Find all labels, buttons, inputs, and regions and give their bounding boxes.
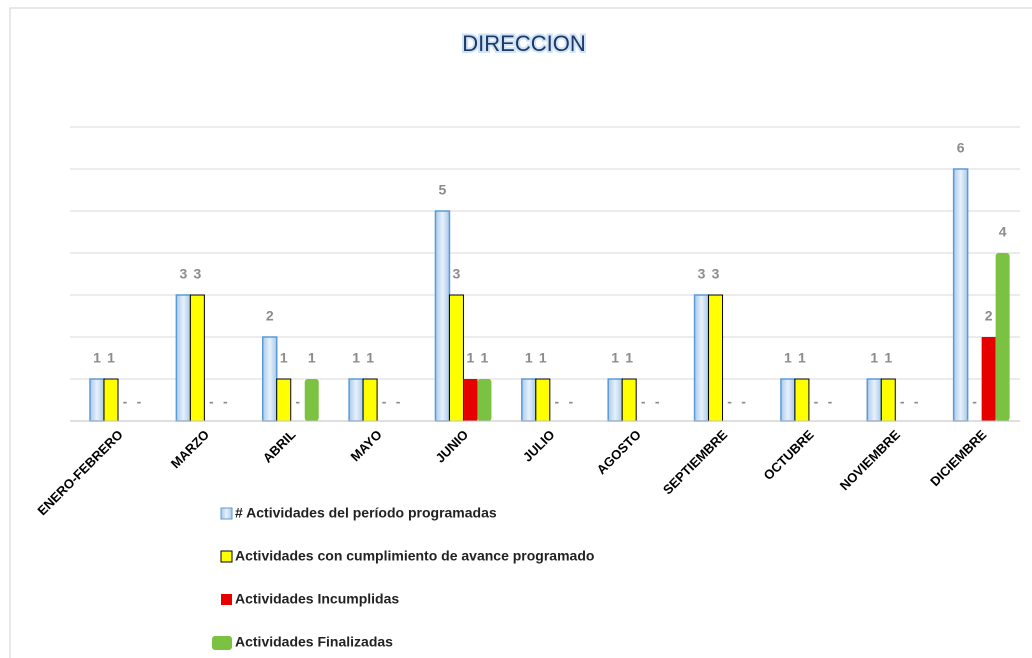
- data-label: 1: [308, 350, 316, 366]
- data-label: 1: [481, 350, 489, 366]
- data-label: -: [741, 394, 746, 410]
- bar: [261, 336, 278, 422]
- x-tick-label: ABRIL: [260, 427, 299, 466]
- data-label: 3: [193, 266, 201, 282]
- bar: [103, 378, 119, 422]
- data-label: -: [727, 394, 732, 410]
- bar: [981, 337, 996, 421]
- legend-swatch: [220, 507, 233, 520]
- data-label: 1: [611, 350, 619, 366]
- bar: [89, 378, 105, 422]
- x-tick-label: MARZO: [168, 427, 212, 471]
- bar: [362, 378, 378, 422]
- data-label: 1: [870, 350, 878, 366]
- data-label: 1: [280, 350, 288, 366]
- legend-label: # Actividades del período programadas: [235, 505, 497, 521]
- data-label: -: [568, 394, 573, 410]
- data-label: -: [382, 394, 387, 410]
- data-label: 3: [179, 266, 187, 282]
- data-label: 1: [798, 350, 806, 366]
- data-label: 1: [884, 350, 892, 366]
- data-label: 3: [712, 266, 720, 282]
- data-label: 1: [784, 350, 792, 366]
- data-label: 1: [107, 350, 115, 366]
- legend-label: Actividades con cumplimiento de avance p…: [235, 548, 594, 564]
- bar: [866, 378, 883, 422]
- bar: [607, 378, 623, 422]
- bar: [708, 294, 724, 422]
- data-label: 3: [453, 266, 461, 282]
- bar: [189, 294, 205, 422]
- data-label: -: [828, 394, 833, 410]
- x-tick-label: MAYO: [347, 427, 384, 464]
- data-label: -: [396, 394, 401, 410]
- x-tick-label: JULIO: [520, 427, 558, 465]
- data-label: 4: [999, 224, 1007, 240]
- data-label: -: [223, 394, 228, 410]
- data-label: 1: [525, 350, 533, 366]
- bar: [348, 378, 364, 422]
- bar: [794, 378, 810, 422]
- data-label: 5: [439, 182, 447, 198]
- bar: [434, 210, 451, 422]
- chart-title: DIRECCION: [462, 31, 585, 56]
- bar: [521, 378, 537, 422]
- bar: [175, 294, 192, 422]
- data-label: -: [209, 394, 214, 410]
- bar: [463, 379, 478, 421]
- data-label: -: [123, 394, 128, 410]
- bar: [621, 378, 637, 422]
- data-label: 1: [366, 350, 374, 366]
- data-label: -: [641, 394, 646, 410]
- bar: [477, 379, 492, 421]
- bar: [952, 168, 969, 422]
- bar: [780, 378, 796, 422]
- legend-swatch: [221, 594, 232, 605]
- x-tick-label: NOVIEMBRE: [837, 427, 904, 494]
- bar: [995, 253, 1010, 421]
- x-tick-label: ENERO-FEBRERO: [34, 427, 125, 518]
- data-label: 3: [698, 266, 706, 282]
- legend-label: Actividades Finalizadas: [235, 634, 393, 650]
- data-label: -: [554, 394, 559, 410]
- x-tick-label: JUNIO: [432, 427, 471, 466]
- data-label: 1: [625, 350, 633, 366]
- bar: [448, 294, 464, 422]
- x-tick-label: OCTUBRE: [761, 427, 817, 483]
- bar: [535, 378, 551, 422]
- data-label: -: [295, 394, 300, 410]
- data-label: 2: [266, 308, 274, 324]
- data-label: 1: [539, 350, 547, 366]
- data-label: 2: [985, 308, 993, 324]
- bar: [276, 378, 292, 422]
- legend-label: Actividades Incumplidas: [235, 591, 399, 607]
- data-label: 1: [467, 350, 475, 366]
- bar: [880, 378, 896, 422]
- bar: [693, 294, 710, 422]
- data-label: -: [137, 394, 142, 410]
- x-tick-label: SEPTIEMBRE: [660, 427, 731, 498]
- x-tick-label: DICIEMBRE: [927, 427, 989, 489]
- data-label: -: [814, 394, 819, 410]
- data-label: 6: [957, 140, 965, 156]
- legend-swatch: [212, 636, 232, 650]
- legend-swatch: [220, 550, 233, 563]
- data-label: -: [914, 394, 919, 410]
- data-label: -: [972, 394, 977, 410]
- chart-border: [9, 7, 1032, 658]
- bar: [304, 379, 319, 421]
- x-tick-label: AGOSTO: [594, 427, 644, 477]
- data-label: -: [900, 394, 905, 410]
- data-label: 1: [352, 350, 360, 366]
- data-label: -: [655, 394, 660, 410]
- data-label: 1: [93, 350, 101, 366]
